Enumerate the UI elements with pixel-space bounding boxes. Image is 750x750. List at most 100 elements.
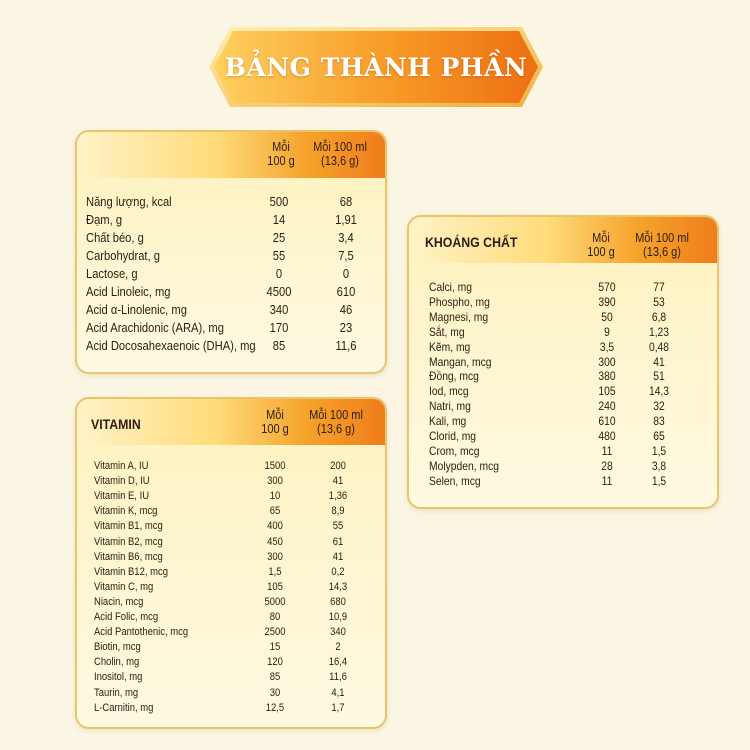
value-per-100g: 390 — [598, 294, 616, 309]
table-row: Đạm, g 14 1,91 — [77, 211, 385, 229]
table-row: Acid Docosahexaenoic (DHA), mg 85 11,6 — [77, 337, 385, 355]
nutrition-header — [77, 132, 385, 178]
value-per-100ml: 3,4 — [338, 230, 354, 245]
row-label: Niacin, mcg — [94, 595, 144, 608]
nutrition-card: Mỗi 100 g Mỗi 100 ml (13,6 g) Năng lượng… — [75, 130, 387, 374]
value-per-100ml: 200 — [330, 460, 346, 472]
row-label: Clorid, mg — [429, 429, 477, 443]
table-row: Phospho, mg 390 53 — [409, 295, 717, 310]
vitamin-title: VITAMIN — [91, 416, 141, 432]
col-per-100ml-header: Mỗi 100 ml (13,6 g) — [309, 408, 363, 436]
value-per-100ml: 8,9 — [331, 505, 345, 518]
value-per-100g: 11 — [601, 473, 613, 488]
value-per-100g: 65 — [269, 505, 281, 518]
value-per-100ml: 6,8 — [651, 309, 667, 324]
row-label: Vitamin B12, mcg — [94, 565, 168, 578]
value-per-100g: 85 — [269, 671, 281, 684]
value-per-100g: 570 — [598, 280, 616, 294]
row-label: Năng lượng, kcal — [86, 194, 172, 209]
table-row: Mangan, mcg 300 41 — [409, 355, 717, 370]
value-per-100ml: 1,36 — [328, 490, 348, 503]
col-per-100ml-header: Mỗi 100 ml (13,6 g) — [635, 231, 689, 259]
value-per-100g: 14 — [272, 212, 286, 227]
value-per-100g: 170 — [269, 320, 289, 335]
page-title: BẢNG THÀNH PHẦN — [224, 52, 528, 82]
value-per-100g: 105 — [598, 384, 616, 399]
table-row: Taurin, mg 30 4,1 — [77, 686, 385, 701]
table-row: Acid Linoleic, mg 4500 610 — [77, 283, 385, 301]
row-label: Molypden, mcg — [429, 458, 499, 473]
value-per-100g: 380 — [598, 369, 616, 384]
col-per-100g-header: Mỗi 100 g — [261, 408, 289, 436]
value-per-100ml: 7,5 — [338, 248, 354, 263]
row-label: Acid Docosahexaenoic (DHA), mg — [86, 338, 256, 353]
value-per-100ml: 11,6 — [335, 338, 357, 353]
value-per-100ml: 10,9 — [328, 611, 348, 623]
value-per-100ml: 0,2 — [331, 565, 345, 578]
value-per-100ml: 14,3 — [328, 580, 348, 593]
value-per-100g: 300 — [267, 475, 283, 488]
value-per-100ml: 68 — [339, 194, 353, 209]
value-per-100ml: 41 — [653, 354, 665, 369]
value-per-100ml: 41 — [332, 550, 344, 563]
value-per-100ml: 1,91 — [335, 212, 357, 227]
value-per-100ml: 83 — [653, 414, 665, 429]
row-label: Carbohydrat, g — [86, 248, 160, 263]
table-row: Crom, mcg 11 1,5 — [409, 444, 717, 459]
row-label: Vitamin A, IU — [94, 460, 149, 472]
table-row: Vitamin B12, mcg 1,5 0,2 — [77, 565, 385, 580]
table-row: Iod, mcg 105 14,3 — [409, 384, 717, 399]
value-per-100g: 105 — [267, 580, 283, 593]
value-per-100g: 3,5 — [599, 339, 615, 354]
value-per-100g: 300 — [598, 354, 616, 369]
value-per-100g: 400 — [267, 520, 283, 533]
table-row: Molypden, mcg 28 3,8 — [409, 459, 717, 474]
value-per-100ml: 4,1 — [331, 686, 345, 699]
value-per-100ml: 3,8 — [651, 458, 667, 473]
table-row: Vitamin E, IU 10 1,36 — [77, 489, 385, 504]
table-row: Magnesi, mg 50 6,8 — [409, 310, 717, 325]
value-per-100g: 0 — [275, 266, 283, 281]
row-label: Acid Linoleic, mg — [86, 284, 171, 299]
row-label: Acid α-Linolenic, mg — [86, 302, 187, 317]
value-per-100g: 1,5 — [268, 565, 282, 578]
row-label: Acid Arachidonic (ARA), mg — [86, 320, 224, 335]
value-per-100g: 120 — [267, 656, 283, 669]
value-per-100g: 500 — [269, 194, 289, 209]
value-per-100ml: 23 — [339, 320, 353, 335]
table-row: Inositol, mg 85 11,6 — [77, 670, 385, 685]
title-badge: BẢNG THÀNH PHẦN — [208, 26, 544, 108]
row-label: Magnesi, mg — [429, 309, 489, 324]
value-per-100ml: 340 — [330, 626, 346, 639]
value-per-100g: 2500 — [264, 626, 286, 639]
table-row: L-Carnitin, mg 12,5 1,7 — [77, 701, 385, 716]
value-per-100g: 240 — [598, 399, 616, 414]
value-per-100g: 4500 — [266, 284, 292, 299]
table-row: Lactose, g 0 0 — [77, 265, 385, 283]
row-label: Phospho, mg — [429, 294, 490, 309]
row-label: Sắt, mg — [429, 324, 465, 339]
value-per-100ml: 65 — [653, 429, 665, 443]
value-per-100ml: 51 — [653, 369, 665, 384]
col-per-100g-header: Mỗi 100 g — [267, 140, 295, 168]
table-row: Vitamin C, mg 105 14,3 — [77, 580, 385, 595]
value-per-100g: 450 — [267, 535, 283, 548]
value-per-100ml: 14,3 — [648, 384, 670, 399]
col-per-100g-header: Mỗi 100 g — [587, 231, 615, 259]
value-per-100ml: 16,4 — [328, 656, 348, 669]
table-row: Sắt, mg 9 1,23 — [409, 325, 717, 340]
row-label: Kali, mg — [429, 414, 467, 429]
table-row: Calci, mg 570 77 — [409, 280, 717, 295]
value-per-100ml: 1,23 — [648, 324, 670, 339]
table-row: Vitamin B2, mcg 450 61 — [77, 535, 385, 550]
value-per-100ml: 46 — [339, 302, 353, 317]
row-label: Crom, mcg — [429, 443, 480, 458]
row-label: Đạm, g — [86, 212, 123, 227]
value-per-100ml: 0,48 — [648, 339, 670, 354]
table-row: Năng lượng, kcal 500 68 — [77, 193, 385, 211]
table-row: Acid Folic, mcg 80 10,9 — [77, 610, 385, 625]
vitamin-card: VITAMIN Mỗi 100 g Mỗi 100 ml (13,6 g) Vi… — [75, 397, 387, 729]
row-label: Acid Pantothenic, mcg — [94, 626, 189, 639]
row-label: Vitamin E, IU — [94, 490, 150, 503]
row-label: Mangan, mcg — [429, 354, 492, 369]
